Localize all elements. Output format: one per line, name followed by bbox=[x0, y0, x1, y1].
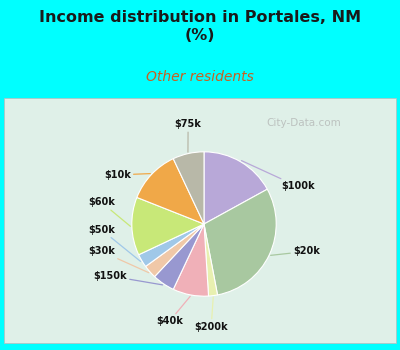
Text: $10k: $10k bbox=[104, 170, 150, 180]
Text: $200k: $200k bbox=[194, 297, 228, 331]
Text: $40k: $40k bbox=[156, 296, 190, 327]
FancyBboxPatch shape bbox=[4, 98, 396, 343]
Text: $100k: $100k bbox=[242, 161, 315, 191]
Text: $20k: $20k bbox=[271, 246, 320, 257]
Text: $75k: $75k bbox=[175, 119, 202, 152]
Wedge shape bbox=[173, 224, 208, 296]
Wedge shape bbox=[154, 224, 204, 289]
Text: $60k: $60k bbox=[88, 197, 130, 226]
Wedge shape bbox=[204, 152, 267, 224]
Text: $50k: $50k bbox=[88, 225, 141, 261]
Text: $150k: $150k bbox=[93, 271, 163, 285]
Wedge shape bbox=[139, 224, 204, 266]
Wedge shape bbox=[204, 189, 276, 295]
Wedge shape bbox=[146, 224, 204, 276]
Wedge shape bbox=[137, 159, 204, 224]
Text: City-Data.com: City-Data.com bbox=[267, 118, 341, 127]
Wedge shape bbox=[204, 224, 218, 296]
Wedge shape bbox=[132, 197, 204, 255]
Text: $30k: $30k bbox=[88, 246, 149, 273]
Text: Other residents: Other residents bbox=[146, 70, 254, 84]
Text: Income distribution in Portales, NM
(%): Income distribution in Portales, NM (%) bbox=[39, 10, 361, 43]
Wedge shape bbox=[173, 152, 204, 224]
